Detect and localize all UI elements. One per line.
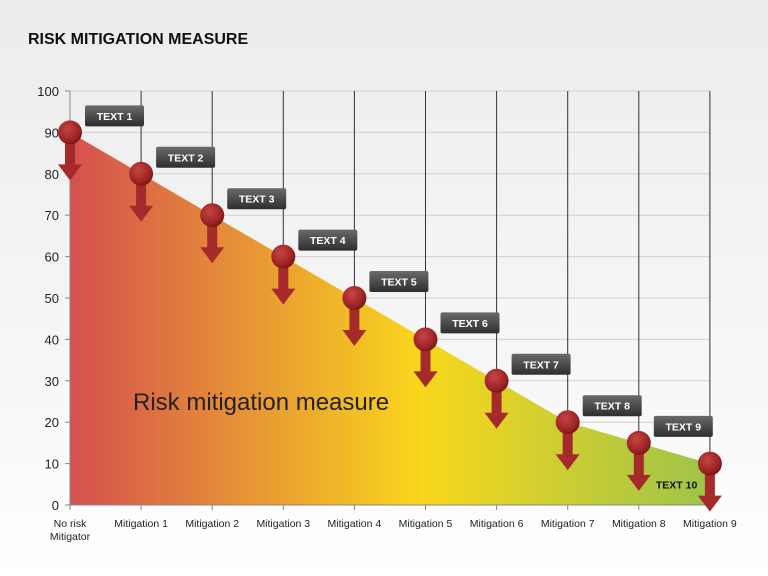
x-tick-label: Mitigation 8 bbox=[612, 518, 666, 530]
y-tick-label: 40 bbox=[45, 332, 59, 347]
x-tick-label: Mitigation 2 bbox=[185, 518, 239, 530]
point-label-box bbox=[653, 415, 713, 437]
point-label: TEXT 5 bbox=[381, 277, 417, 289]
data-point-marker bbox=[626, 430, 651, 455]
down-arrow-icon bbox=[484, 380, 509, 429]
point-label: TEXT 9 bbox=[666, 421, 702, 433]
down-arrow-icon bbox=[271, 256, 296, 305]
x-tick-label: Mitigation 6 bbox=[470, 518, 524, 530]
point-label-box bbox=[156, 146, 216, 168]
down-arrow-icon bbox=[58, 132, 82, 181]
x-tick-label: Mitigation 5 bbox=[399, 518, 453, 530]
data-point-marker bbox=[413, 327, 438, 352]
y-tick-label: 50 bbox=[45, 291, 59, 306]
y-tick-label: 10 bbox=[45, 457, 59, 472]
data-point-marker bbox=[555, 410, 580, 435]
down-arrow-icon bbox=[200, 215, 225, 264]
annotation-label: Risk mitigation measure bbox=[133, 389, 389, 416]
point-label: TEXT 7 bbox=[523, 359, 559, 371]
point-label-box bbox=[369, 271, 429, 292]
data-point-marker bbox=[129, 161, 154, 186]
point-label-box bbox=[511, 353, 571, 375]
chart-title: RISK MITIGATION MEASURE bbox=[28, 31, 249, 48]
data-point-marker bbox=[484, 368, 509, 393]
x-tick-label: Mitigation 3 bbox=[256, 518, 310, 530]
point-label-box bbox=[227, 188, 287, 210]
point-label: TEXT 1 bbox=[97, 111, 133, 123]
y-tick-label: 0 bbox=[52, 498, 59, 513]
y-tick-label: 20 bbox=[45, 415, 59, 430]
point-label: TEXT 2 bbox=[168, 152, 204, 164]
x-tick-label: Mitigation 4 bbox=[328, 518, 382, 530]
point-label: TEXT 8 bbox=[594, 401, 630, 413]
x-tick-label: Mitigation 1 bbox=[114, 518, 168, 530]
down-arrow-icon bbox=[342, 298, 367, 346]
y-tick-label: 60 bbox=[45, 250, 59, 265]
point-label: TEXT 6 bbox=[452, 318, 488, 330]
down-arrow-icon bbox=[697, 463, 722, 512]
point-label: TEXT 4 bbox=[310, 235, 346, 247]
data-point-marker bbox=[200, 203, 225, 228]
point-label-box bbox=[85, 105, 144, 127]
down-arrow-icon bbox=[626, 442, 651, 491]
y-tick-label: 70 bbox=[45, 208, 59, 223]
down-arrow-icon bbox=[555, 422, 580, 471]
data-point-marker bbox=[58, 120, 82, 145]
data-point-marker bbox=[697, 451, 722, 476]
x-tick-label: Mitigation 7 bbox=[541, 518, 595, 530]
point-label-box bbox=[298, 229, 358, 251]
y-tick-label: 30 bbox=[45, 374, 59, 389]
y-tick-label: 90 bbox=[45, 125, 59, 140]
point-label-box bbox=[582, 395, 642, 417]
x-tick-label: No risk Mitigator bbox=[50, 518, 91, 543]
down-arrow-icon bbox=[413, 339, 438, 388]
data-point-marker bbox=[271, 244, 296, 269]
area-series bbox=[70, 132, 710, 505]
x-tick-label: Mitigation 9 bbox=[683, 518, 737, 530]
down-arrow-icon bbox=[129, 173, 154, 222]
y-tick-label: 100 bbox=[37, 84, 59, 99]
point-label: TEXT 3 bbox=[239, 194, 275, 206]
point-label: TEXT 10 bbox=[656, 480, 698, 492]
point-label-box bbox=[440, 312, 500, 334]
y-tick-label: 80 bbox=[45, 167, 59, 182]
data-point-marker bbox=[342, 286, 367, 310]
